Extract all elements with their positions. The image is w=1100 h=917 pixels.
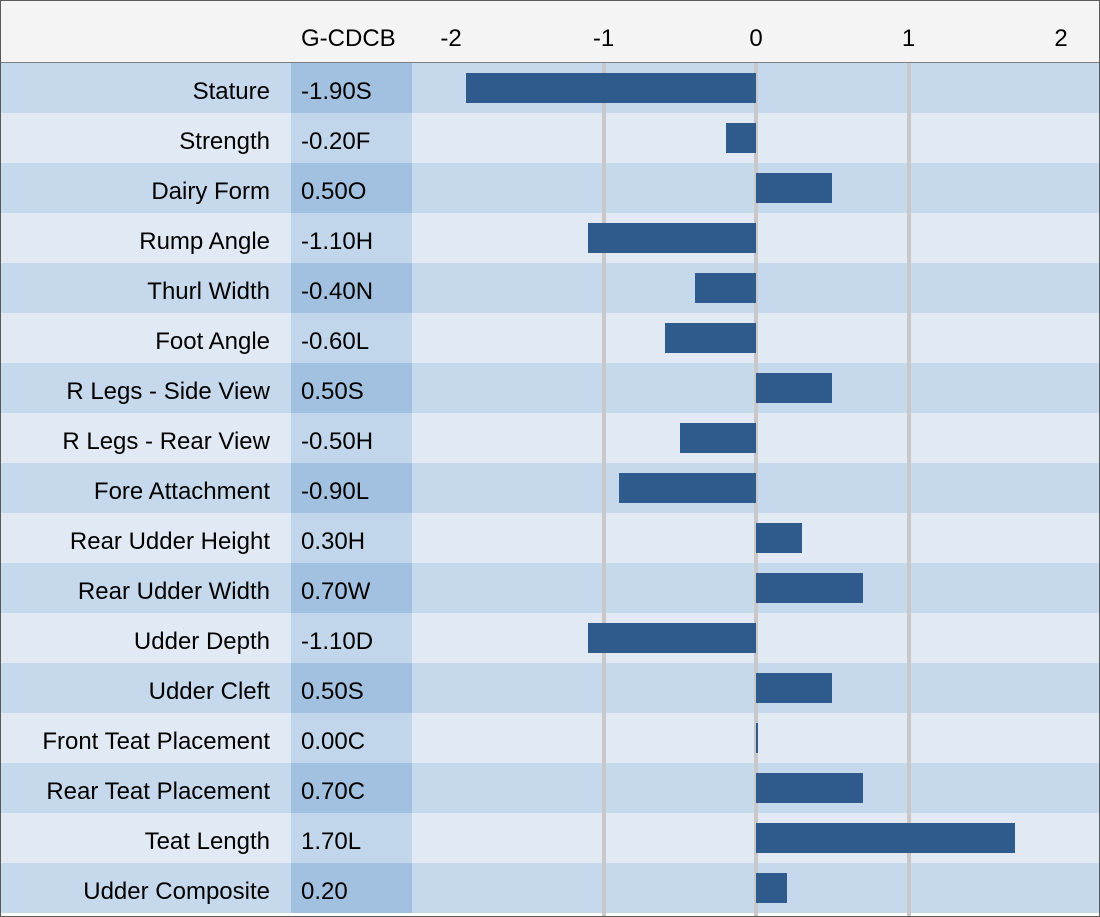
- trait-value: -0.60L: [301, 328, 370, 355]
- table-row: Foot Angle -0.60L: [1, 313, 1099, 363]
- trait-label: Dairy Form: [151, 178, 270, 205]
- bar: [664, 323, 756, 353]
- table-row: Udder Composite 0.20: [1, 863, 1099, 913]
- value-cell: 0.50S: [291, 663, 412, 713]
- table-row: R Legs - Rear View -0.50H: [1, 413, 1099, 463]
- table-row: Fore Attachment -0.90L: [1, 463, 1099, 513]
- value-cell: 0.70W: [291, 563, 412, 613]
- trait-value: -1.10H: [301, 228, 374, 255]
- bar: [466, 73, 756, 103]
- value-cell: 0.50S: [291, 363, 412, 413]
- value-cell: 0.20: [291, 863, 412, 913]
- bar: [756, 873, 787, 903]
- x-tick-label: 1: [901, 25, 916, 52]
- table-row: Front Teat Placement 0.00C: [1, 713, 1099, 763]
- table-row: R Legs - Side View 0.50S: [1, 363, 1099, 413]
- trait-value: 0.00C: [301, 728, 366, 755]
- value-cell: -1.10D: [291, 613, 412, 663]
- trait-value: -0.90L: [301, 478, 370, 505]
- bar: [756, 823, 1016, 853]
- bar: [756, 773, 863, 803]
- trait-label: Rump Angle: [139, 228, 270, 255]
- trait-value: 0.50S: [301, 678, 364, 705]
- bar: [725, 123, 756, 153]
- trait-value: -1.90S: [301, 78, 372, 105]
- x-tick-label: -1: [592, 25, 615, 52]
- trait-label: Udder Composite: [83, 878, 270, 905]
- trait-value: 0.50S: [301, 378, 364, 405]
- trait-label: Fore Attachment: [93, 478, 270, 505]
- trait-value: -0.20F: [301, 128, 371, 155]
- value-cell: 1.70L: [291, 813, 412, 863]
- trait-value: -0.50H: [301, 428, 374, 455]
- trait-value: -1.10D: [301, 628, 374, 655]
- value-cell: -0.90L: [291, 463, 412, 513]
- x-tick-label: -2: [440, 25, 462, 52]
- table-row: Strength -0.20F: [1, 113, 1099, 163]
- value-cell: -0.20F: [291, 113, 412, 163]
- column-header-g-cdcb: G-CDCB: [301, 25, 396, 52]
- gridline: [906, 63, 911, 916]
- value-cell: -0.40N: [291, 263, 412, 313]
- bar: [679, 423, 756, 453]
- value-cell: -0.50H: [291, 413, 412, 463]
- x-tick-label: 0: [749, 25, 763, 52]
- trait-label: Foot Angle: [155, 328, 270, 355]
- bar: [588, 623, 756, 653]
- trait-label: Rear Teat Placement: [46, 778, 270, 805]
- trait-label: Udder Depth: [133, 628, 270, 655]
- trait-value: 0.30H: [301, 528, 366, 555]
- value-cell: -1.90S: [291, 63, 412, 113]
- bar: [756, 573, 863, 603]
- table-row: Rear Udder Height 0.30H: [1, 513, 1099, 563]
- table-row: Thurl Width -0.40N: [1, 263, 1099, 313]
- trait-label: R Legs - Rear View: [62, 428, 270, 455]
- trait-label: Strength: [179, 128, 270, 155]
- table-row: Rump Angle -1.10H: [1, 213, 1099, 263]
- trait-value: 1.70L: [301, 828, 362, 855]
- trait-label: Front Teat Placement: [42, 728, 270, 755]
- table-row: Stature -1.90S: [1, 63, 1099, 113]
- bar: [695, 273, 756, 303]
- trait-value: 0.70W: [301, 578, 371, 605]
- trait-label: Stature: [192, 78, 270, 105]
- trait-label: Rear Udder Width: [77, 578, 270, 605]
- bar: [756, 523, 802, 553]
- bar: [756, 673, 833, 703]
- bar: [588, 223, 756, 253]
- trait-value: 0.50O: [301, 178, 367, 205]
- trait-value: 0.70C: [301, 778, 366, 805]
- table-row: Udder Depth -1.10D: [1, 613, 1099, 663]
- trait-label: R Legs - Side View: [66, 378, 270, 405]
- table-row: Rear Udder Width 0.70W: [1, 563, 1099, 613]
- value-cell: 0.30H: [291, 513, 412, 563]
- x-tick-label: 2: [1054, 25, 1068, 52]
- gridline: [601, 63, 606, 916]
- trait-value: 0.20: [301, 878, 348, 905]
- table-row: Dairy Form 0.50O: [1, 163, 1099, 213]
- value-cell: 0.70C: [291, 763, 412, 813]
- bar-plot-area: [1, 63, 1099, 916]
- chart-header: G-CDCB -2 -1 0 1 2: [1, 1, 1099, 63]
- value-cell: 0.00C: [291, 713, 412, 763]
- trait-label: Rear Udder Height: [69, 528, 270, 555]
- bar: [618, 473, 756, 503]
- table-row: Udder Cleft 0.50S: [1, 663, 1099, 713]
- trait-label: Thurl Width: [147, 278, 270, 305]
- bar: [756, 373, 833, 403]
- value-cell: -0.60L: [291, 313, 412, 363]
- bar: [756, 723, 758, 753]
- value-cell: 0.50O: [291, 163, 412, 213]
- gridline: [754, 63, 758, 916]
- bar: [756, 173, 833, 203]
- value-cell: -1.10H: [291, 213, 412, 263]
- trait-label: Udder Cleft: [148, 678, 270, 705]
- trait-value: -0.40N: [301, 278, 374, 305]
- trait-label: Teat Length: [144, 828, 270, 855]
- table-row: Rear Teat Placement 0.70C: [1, 763, 1099, 813]
